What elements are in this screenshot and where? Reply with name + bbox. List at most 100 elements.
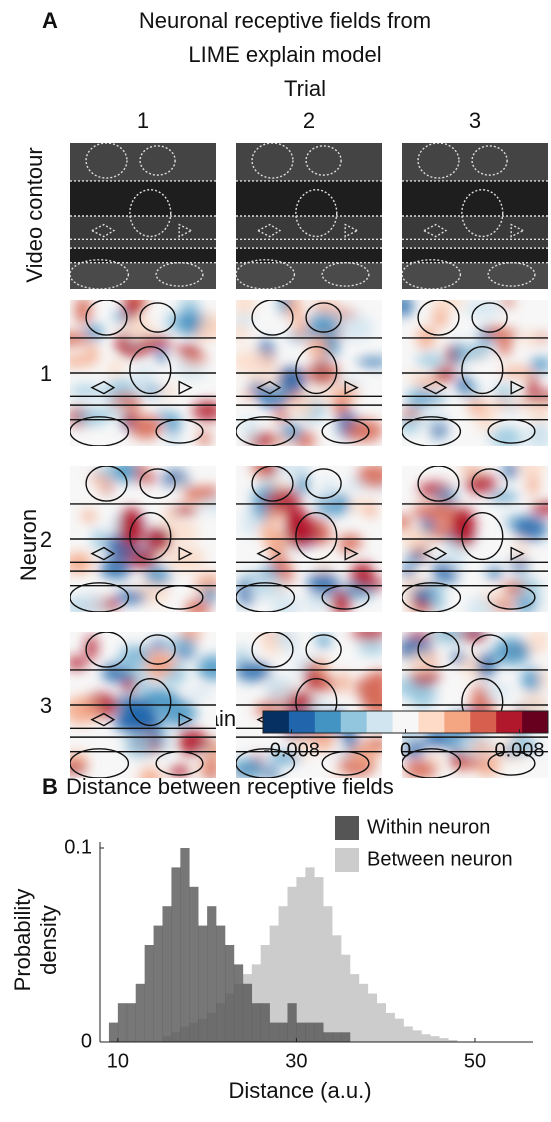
heat-blob: [123, 300, 141, 312]
contour: [90, 546, 193, 561]
contour: [487, 585, 536, 610]
x-axis-label: Distance (a.u.): [228, 1078, 371, 1103]
heat-blob: [460, 632, 488, 641]
column-label: 3: [469, 108, 481, 133]
contour: [295, 512, 338, 561]
heat-blob: [456, 375, 472, 396]
contour: [129, 189, 172, 238]
heat-blob: [538, 669, 548, 689]
heat-blob: [181, 354, 208, 365]
contour: [461, 346, 504, 395]
heat-blob: [241, 509, 258, 537]
heat-blob: [128, 550, 157, 569]
heat-blob: [184, 599, 211, 612]
heat-blob: [454, 758, 484, 769]
colorbar-cell: [444, 711, 471, 733]
contour: [90, 223, 193, 238]
y-axis-label: Probability: [10, 889, 35, 992]
x-tick-label: 30: [285, 1050, 307, 1072]
heat-blob: [433, 366, 455, 382]
video-band: [70, 143, 216, 181]
heatmap: [402, 300, 548, 446]
legend-swatch: [335, 816, 359, 840]
histogram-bar: [269, 1022, 279, 1042]
contour: [305, 302, 342, 333]
heat-blob: [258, 524, 277, 539]
heat-blob: [432, 632, 465, 645]
heat-blob: [113, 712, 158, 733]
heat-blob: [84, 324, 104, 341]
heat-blob: [158, 639, 197, 651]
heat-blob: [357, 642, 382, 655]
heat-blob: [117, 645, 148, 674]
histogram-bar: [439, 1038, 449, 1042]
row-label: 1: [40, 361, 52, 386]
heat-blob: [278, 300, 290, 315]
heat-blob: [105, 404, 128, 415]
heat-blob: [467, 398, 487, 415]
heat-blob: [265, 675, 295, 704]
heat-blob: [523, 391, 548, 404]
heat-blob: [530, 357, 548, 372]
image-tile: [70, 143, 216, 289]
heat-blob: [416, 353, 445, 367]
heat-blob: [198, 431, 211, 446]
heat-blob: [349, 498, 367, 514]
image-tile: [402, 143, 548, 289]
histogram-bar: [278, 906, 288, 1042]
contour: [139, 634, 176, 665]
heat-blob: [306, 362, 341, 385]
heat-blob: [356, 466, 382, 488]
heat-blob: [314, 728, 335, 752]
histogram-bar: [349, 974, 360, 1042]
heat-blob: [492, 638, 531, 666]
contour: [85, 632, 128, 668]
heat-blob: [471, 741, 492, 753]
heat-blob: [402, 300, 414, 317]
histogram-bar: [394, 1018, 404, 1042]
histogram-bar: [332, 1032, 342, 1042]
heat-blob: [70, 552, 93, 574]
heat-blob: [166, 506, 199, 516]
image-tile: [236, 143, 382, 289]
panel-title: Neuronal receptive fields from: [139, 8, 431, 33]
heat-blob: [236, 350, 269, 374]
heat-blob: [531, 502, 548, 516]
heat-blob: [175, 359, 188, 372]
contour: [402, 416, 462, 446]
heat-blob: [316, 633, 331, 648]
histogram-bar: [385, 1012, 395, 1042]
heat-blob: [456, 346, 493, 357]
contour: [155, 419, 204, 444]
heat-blob: [175, 345, 202, 357]
heat-blob: [356, 562, 375, 590]
heat-blob: [500, 367, 534, 378]
heat-blob: [139, 767, 162, 778]
heat-blob: [165, 411, 181, 439]
heat-blob: [70, 354, 90, 367]
row-label: Video contour: [22, 147, 47, 282]
heat-blob: [290, 396, 316, 417]
heat-blob: [144, 527, 172, 553]
contour: [422, 380, 525, 395]
heat-blob: [402, 416, 421, 434]
y-tick-label: 0.1: [64, 836, 92, 858]
contour: [236, 416, 296, 446]
colorbar-tick-label: 0.008: [494, 739, 544, 761]
heat-blob: [203, 486, 216, 496]
histogram-bar: [296, 1022, 306, 1042]
colorbar-cell: [522, 711, 549, 733]
legend-swatch: [335, 848, 359, 872]
contour: [139, 302, 176, 333]
contour: [155, 262, 204, 287]
histogram-bar: [126, 1003, 137, 1042]
histogram-bar: [162, 906, 172, 1042]
heat-blob: [70, 762, 88, 773]
contour: [471, 634, 508, 665]
contour: [422, 223, 525, 238]
heatmap: [237, 466, 382, 612]
contour: [417, 300, 460, 336]
heat-blob: [159, 699, 197, 727]
histogram-bar: [135, 983, 145, 1042]
